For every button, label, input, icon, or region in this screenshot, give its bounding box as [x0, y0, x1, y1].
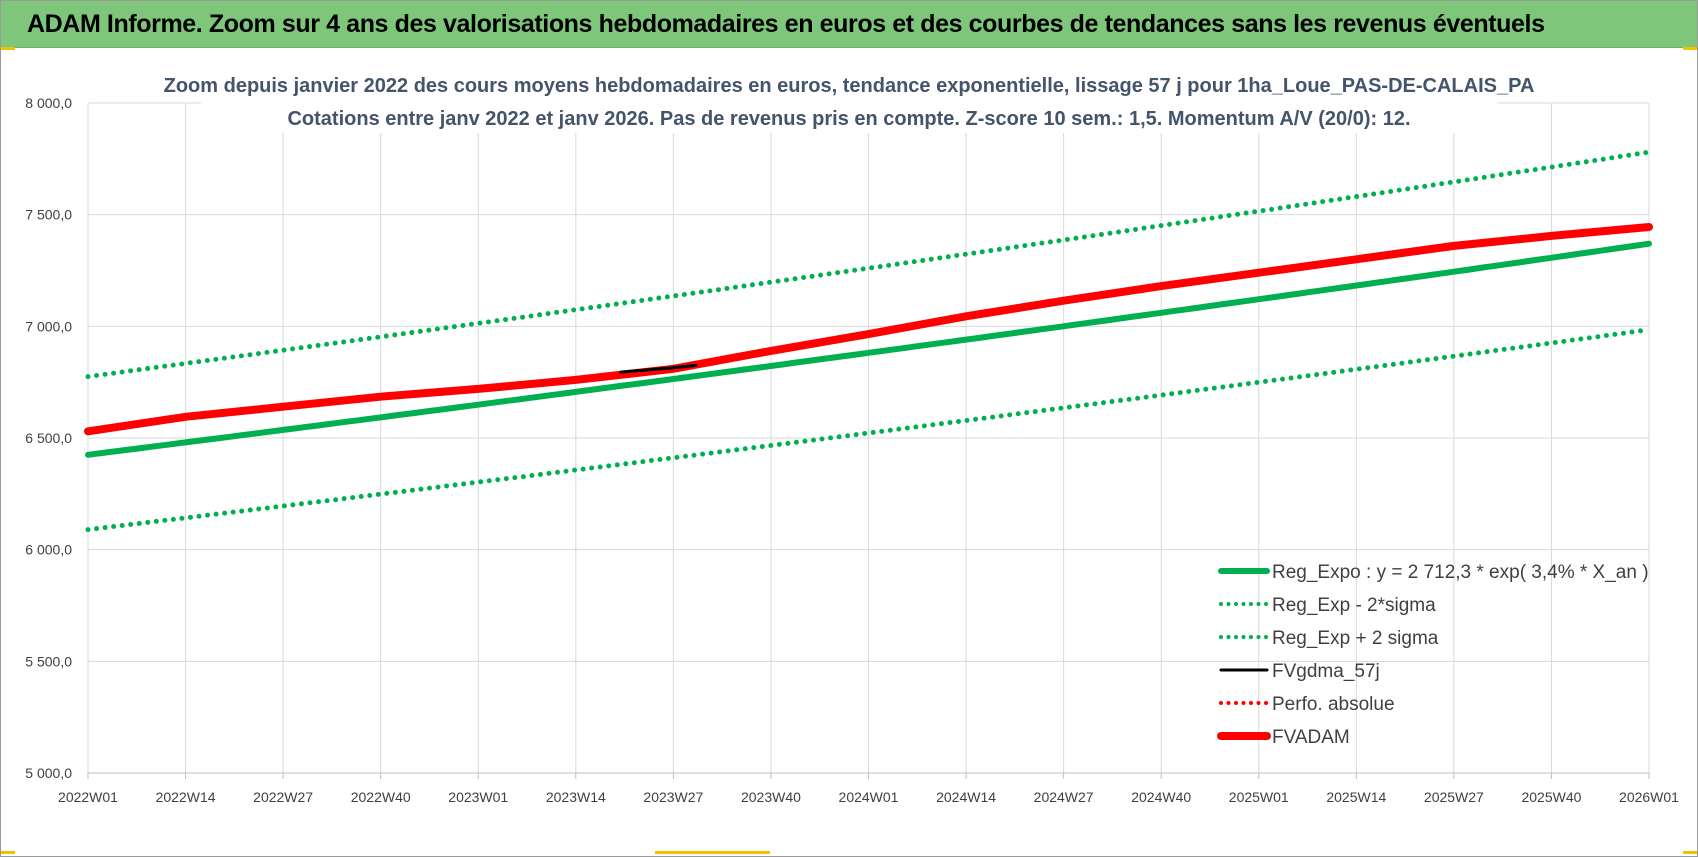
y-tick-label: 7 500,0: [25, 207, 72, 223]
y-tick-label: 6 500,0: [25, 430, 72, 446]
y-tick-label: 6 000,0: [25, 542, 72, 558]
corner-marker-bottom-left: [1, 851, 15, 854]
legend-label: Reg_Exp + 2 sigma: [1272, 628, 1439, 649]
x-tick-label: 2024W01: [839, 789, 899, 805]
y-tick-label: 8 000,0: [25, 95, 72, 111]
selection-marker-bottom-center: [655, 851, 770, 854]
x-tick-label: 2023W01: [448, 789, 508, 805]
corner-marker-top-right: [1683, 47, 1697, 50]
x-tick-label: 2024W40: [1131, 789, 1191, 805]
series-line-fvadam: [84, 223, 1653, 436]
gridlines: [87, 102, 1650, 774]
x-tick-label: 2025W01: [1229, 789, 1289, 805]
series-line-reg-exp-2-sigma: [85, 149, 1652, 380]
x-tick-label: 2024W14: [936, 789, 996, 805]
x-tick-label: 2023W14: [546, 789, 606, 805]
y-tick-label: 5 500,0: [25, 653, 72, 669]
x-tick-label: 2026W01: [1619, 789, 1679, 805]
x-tick-label: 2025W27: [1424, 789, 1484, 805]
legend-label: FVgdma_57j: [1272, 661, 1380, 682]
legend: Reg_Expo : y = 2 712,3 * exp( 3,4% * X_a…: [1217, 562, 1649, 748]
y-tick-label: 5 000,0: [25, 765, 72, 781]
x-tick-label: 2022W14: [156, 789, 216, 805]
x-tick-label: 2022W01: [58, 789, 118, 805]
series-line-reg-expo-y-2-712-3-exp-3-4-x-an: [85, 240, 1652, 458]
legend-label: FVADAM: [1272, 727, 1350, 748]
y-axis: 5 000,0 5 500,0 6 000,0 6 500,0 7 000,0 7 500…: [25, 95, 72, 781]
legend-label: Reg_Expo : y = 2 712,3 * exp( 3,4% * X_a…: [1272, 562, 1649, 583]
legend-label: Perfo. absolue: [1272, 694, 1395, 715]
x-tick-label: 2022W27: [253, 789, 313, 805]
series-line-fvgdma-57j: [619, 363, 698, 374]
series-lines: [84, 149, 1653, 533]
page-title: ADAM Informe. Zoom sur 4 ans des valoris…: [27, 10, 1545, 38]
chart-title: Zoom depuis janvier 2022 des cours moyen…: [164, 65, 1535, 133]
x-axis: 2022W01 2022W14 2022W27 2022W40 2023W01 2023W…: [58, 772, 1679, 805]
header-banner: ADAM Informe. Zoom sur 4 ans des valoris…: [1, 1, 1697, 48]
x-tick-label: 2022W40: [351, 789, 411, 805]
legend-label: Reg_Exp - 2*sigma: [1272, 595, 1436, 616]
x-tick-label: 2023W40: [741, 789, 801, 805]
chart-title-line-1: Zoom depuis janvier 2022 des cours moyen…: [164, 75, 1535, 97]
chart-title-line-2: Cotations entre janv 2022 et janv 2026. …: [287, 108, 1410, 130]
x-tick-label: 2025W40: [1521, 789, 1581, 805]
x-tick-label: 2025W14: [1326, 789, 1386, 805]
corner-marker-bottom-right: [1683, 851, 1697, 854]
x-tick-label: 2023W27: [643, 789, 703, 805]
x-tick-label: 2024W27: [1034, 789, 1094, 805]
corner-marker-top-left: [1, 47, 15, 50]
y-tick-label: 7 000,0: [25, 318, 72, 334]
